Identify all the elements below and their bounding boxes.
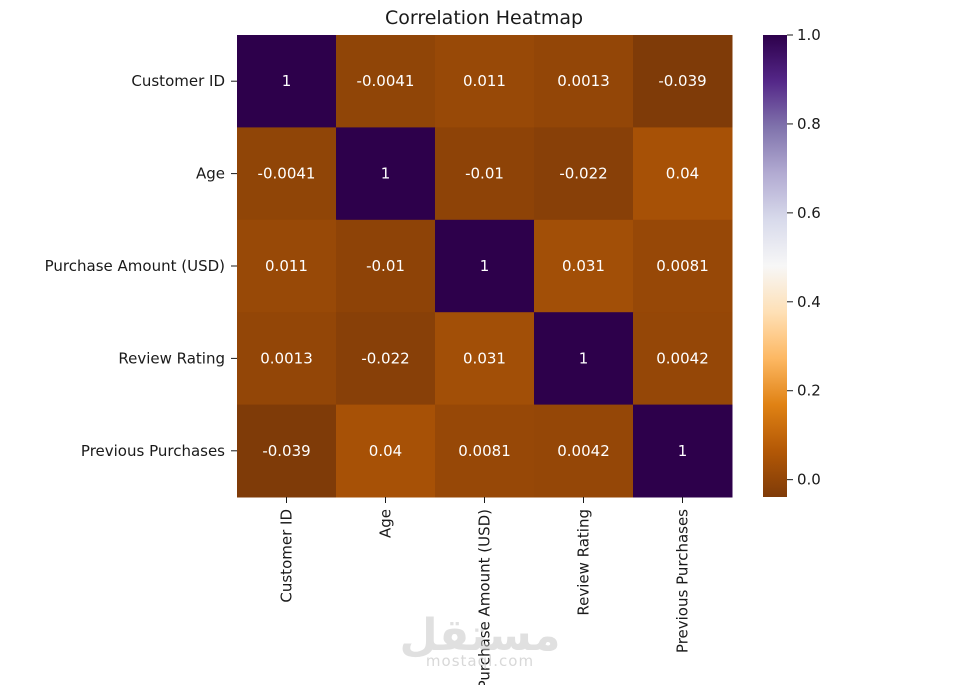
- watermark-text: مستقل: [400, 610, 561, 661]
- x-tick-label: Previous Purchases: [674, 509, 692, 653]
- heatmap-cell: [633, 312, 733, 406]
- cell-value-label: 0.011: [463, 72, 506, 90]
- heatmap-cell: [534, 404, 634, 498]
- x-tick-label: Review Rating: [575, 509, 593, 616]
- cell-value-label: 0.011: [265, 257, 308, 275]
- y-tick-label: Customer ID: [131, 72, 225, 90]
- colorbar-tick-label: 0.6: [797, 204, 821, 222]
- cell-value-label: -0.01: [465, 165, 504, 183]
- heatmap-cell: [435, 35, 535, 128]
- x-tick-label: Purchase Amount (USD): [476, 509, 494, 685]
- heatmap-cell: [237, 35, 337, 128]
- cell-value-label: 1: [579, 349, 589, 367]
- cell-value-label: 1: [282, 72, 292, 90]
- cell-value-label: -0.01: [366, 257, 405, 275]
- heatmap-cell: [336, 404, 436, 498]
- heatmap-cells: 1 -0.0041 0.011 0.0013 -0.039 -0.0041 1 -0.01 -0…: [237, 35, 733, 498]
- colorbar-tick-label: 0.0: [797, 471, 821, 489]
- colorbar-tick-label: 0.4: [797, 293, 821, 311]
- heatmap-cell: [534, 219, 634, 313]
- heatmap-cell: [633, 35, 733, 128]
- cell-value-label: -0.0041: [357, 72, 415, 90]
- x-tick-label: Age: [377, 509, 395, 538]
- cell-value-label: 0.0081: [656, 257, 709, 275]
- x-tick-label: Customer ID: [278, 509, 296, 603]
- colorbar-tick-label: 0.2: [797, 382, 821, 400]
- watermark-subtext: mostaql.com: [426, 652, 534, 670]
- heatmap-cell: [336, 312, 436, 406]
- heatmap-cell: [534, 35, 634, 128]
- cell-value-label: -0.022: [361, 349, 409, 367]
- heatmap-cell: [435, 219, 535, 313]
- cell-value-label: 0.0013: [557, 72, 610, 90]
- cell-value-label: 0.0013: [260, 349, 313, 367]
- cell-value-label: 0.0042: [557, 442, 610, 460]
- heatmap-cell: [237, 312, 337, 406]
- heatmap-cell: [237, 404, 337, 498]
- heatmap-cell: [633, 404, 733, 498]
- heatmap-cell: [435, 312, 535, 406]
- heatmap-cell: [237, 219, 337, 313]
- cell-value-label: 0.04: [369, 442, 402, 460]
- heatmap-cell: [534, 312, 634, 406]
- heatmap-cell: [633, 127, 733, 221]
- watermark-logo: مستقل mostaql.com: [400, 610, 561, 670]
- heatmap-cell: [336, 219, 436, 313]
- cell-value-label: 1: [678, 442, 688, 460]
- chart-title: Correlation Heatmap: [385, 7, 583, 29]
- y-tick-label: Review Rating: [118, 349, 225, 367]
- heatmap-cell: [336, 35, 436, 128]
- heatmap-cell: [633, 219, 733, 313]
- x-axis-tick-labels: Customer ID Age Purchase Amount (USD) Revie…: [278, 497, 692, 685]
- colorbar-tick-label: 1.0: [797, 26, 821, 44]
- cell-value-label: 0.04: [666, 165, 699, 183]
- cell-value-label: 1: [480, 257, 490, 275]
- heatmap-cell: [336, 127, 436, 221]
- y-axis-tick-labels: Customer ID Age Purchase Amount (USD) Revie…: [45, 72, 237, 460]
- y-tick-label: Age: [196, 165, 225, 183]
- cell-value-label: 1: [381, 165, 391, 183]
- colorbar-gradient: [763, 35, 787, 497]
- y-tick-label: Purchase Amount (USD): [45, 257, 225, 275]
- heatmap-cell: [237, 127, 337, 221]
- y-tick-label: Previous Purchases: [81, 442, 225, 460]
- cell-value-label: 0.0042: [656, 349, 709, 367]
- colorbar: 0.0 0.2 0.4 0.6 0.8 1.0: [763, 26, 821, 497]
- heatmap-cell: [435, 404, 535, 498]
- cell-value-label: -0.039: [658, 72, 706, 90]
- cell-value-label: 0.0081: [458, 442, 511, 460]
- heatmap-cell: [534, 127, 634, 221]
- heatmap-cell: [435, 127, 535, 221]
- colorbar-tick-label: 0.8: [797, 115, 821, 133]
- cell-value-label: -0.0041: [258, 165, 316, 183]
- cell-value-label: -0.022: [559, 165, 607, 183]
- cell-value-label: 0.031: [463, 349, 506, 367]
- cell-value-label: 0.031: [562, 257, 605, 275]
- cell-value-label: -0.039: [262, 442, 310, 460]
